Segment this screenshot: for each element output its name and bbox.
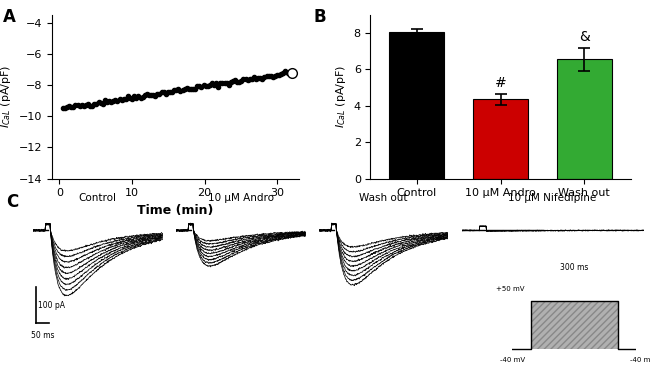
Text: A: A — [3, 8, 16, 26]
Text: 50 ms: 50 ms — [31, 330, 55, 340]
Y-axis label: $I_{CaL}$ (pA/pF): $I_{CaL}$ (pA/pF) — [0, 65, 13, 128]
Bar — [557, 60, 612, 179]
Text: 100 pA: 100 pA — [38, 301, 65, 310]
Text: 10 μM Nifedipine: 10 μM Nifedipine — [508, 193, 597, 203]
Text: C: C — [6, 193, 19, 211]
Text: 10 μM Andro: 10 μM Andro — [207, 193, 274, 203]
Text: &: & — [579, 30, 590, 44]
Text: #: # — [495, 76, 506, 90]
Text: B: B — [313, 8, 326, 26]
Text: 300 ms: 300 ms — [560, 263, 588, 272]
Bar — [389, 32, 444, 179]
Y-axis label: $I_{CaL}$ (pA/pF): $I_{CaL}$ (pA/pF) — [334, 65, 348, 128]
Bar — [531, 301, 618, 349]
Text: +50 mV: +50 mV — [497, 286, 525, 292]
Bar — [473, 99, 528, 179]
Text: Wash out: Wash out — [359, 193, 408, 203]
Text: -40 mV: -40 mV — [630, 357, 650, 363]
X-axis label: Time (min): Time (min) — [137, 204, 214, 217]
Text: -40 mV: -40 mV — [500, 357, 525, 363]
Text: Control: Control — [79, 193, 116, 203]
